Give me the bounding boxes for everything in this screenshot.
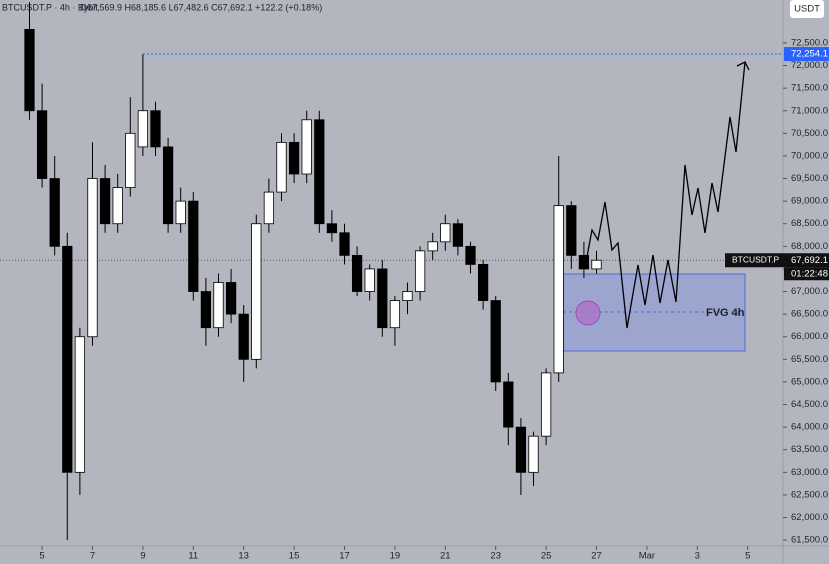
- candle-body: [490, 300, 501, 383]
- candle-body: [427, 241, 438, 252]
- candle-body: [452, 223, 464, 247]
- candle-body: [99, 178, 111, 225]
- y-tick-label: 69,500.0: [791, 173, 828, 184]
- candle-body: [364, 268, 375, 292]
- x-tick-label: 9: [140, 551, 145, 562]
- candle-body: [263, 191, 275, 225]
- candle-body: [540, 372, 552, 437]
- candle-body: [465, 245, 476, 265]
- y-tick-label: 63,500.0: [791, 444, 828, 455]
- candle-body: [125, 132, 136, 188]
- y-tick-label: 65,500.0: [791, 354, 828, 365]
- y-tick-label: 70,000.0: [791, 150, 828, 161]
- x-tick-label: 5: [745, 551, 750, 562]
- x-tick-label: 15: [289, 551, 300, 562]
- candle-body: [213, 282, 224, 329]
- candle-body: [591, 259, 602, 270]
- y-tick-label: 67,000.0: [791, 286, 828, 297]
- x-tick-label: 25: [541, 551, 552, 562]
- candle-body: [62, 245, 73, 473]
- y-tick-label: 69,000.0: [791, 196, 828, 207]
- x-tick-label: 7: [90, 551, 95, 562]
- y-tick-label: 70,500.0: [791, 128, 828, 139]
- x-tick-label: 23: [490, 551, 501, 562]
- y-tick-label: 72,500.0: [791, 37, 828, 48]
- y-tick-label: 72,000.0: [791, 60, 828, 71]
- candle-body: [74, 336, 86, 473]
- currency-box: [790, 0, 824, 18]
- candle-body: [414, 250, 426, 292]
- candle-body: [24, 28, 35, 112]
- candle-body: [200, 291, 212, 329]
- y-tick-label: 68,000.0: [791, 241, 828, 252]
- last-price-name: BTCUSDT.P: [732, 254, 780, 264]
- candle-body: [36, 110, 48, 179]
- y-tick-label: 71,000.0: [791, 105, 828, 116]
- candle-body: [175, 200, 186, 225]
- x-tick-label: 11: [188, 551, 198, 562]
- candle-body: [49, 178, 60, 247]
- candle-body: [188, 200, 199, 292]
- last-price-tag: [725, 253, 829, 268]
- x-tick-label: 27: [591, 551, 602, 562]
- highlight-circle: [575, 300, 601, 326]
- candle-body: [87, 178, 98, 338]
- x-tick-label: 5: [39, 551, 44, 562]
- candle-body: [389, 300, 401, 329]
- candle-body: [578, 254, 590, 270]
- candle-body: [112, 187, 123, 225]
- ohlc-header: O67,569.9 H68,185.6 L67,482.6 C67,692.1 …: [80, 2, 322, 12]
- candle-body: [402, 291, 413, 301]
- y-tick-label: 61,500.0: [791, 535, 828, 546]
- y-tick-label: 62,000.0: [791, 512, 828, 523]
- candle-body: [276, 141, 287, 193]
- candle-body: [150, 110, 161, 148]
- y-tick-label: 68,500.0: [791, 218, 828, 229]
- y-tick-label: 66,500.0: [791, 309, 828, 320]
- candle-body: [238, 313, 249, 360]
- candle-body: [440, 223, 451, 243]
- candle-body: [162, 146, 174, 225]
- candle-body: [326, 223, 338, 234]
- y-tick-label: 64,500.0: [791, 399, 828, 410]
- fvg-label: FVG 4h: [706, 307, 745, 319]
- projection-path: [585, 61, 746, 329]
- projection-arrow: [736, 61, 750, 71]
- candle-body: [515, 426, 527, 473]
- x-tick-label: 13: [238, 551, 249, 562]
- candle-body: [528, 435, 539, 473]
- candle-body: [288, 141, 300, 175]
- y-tick-label: 64,000.0: [791, 422, 828, 433]
- last-price-label: 67,692.1: [791, 255, 828, 266]
- candle-body: [477, 264, 489, 301]
- candle-body: [251, 223, 262, 360]
- y-tick-label: 62,500.0: [791, 489, 828, 500]
- x-tick-label: 21: [440, 551, 451, 562]
- candle-body: [225, 282, 237, 315]
- candle-body: [553, 205, 564, 374]
- countdown-tag: [784, 267, 829, 281]
- x-tick-label: 19: [390, 551, 401, 562]
- candle-body: [351, 254, 363, 292]
- candle-body: [314, 119, 325, 225]
- y-tick-label: 71,500.0: [791, 83, 828, 94]
- y-tick-label: 66,000.0: [791, 331, 828, 342]
- candle-body: [566, 205, 577, 256]
- candle-body: [339, 232, 350, 256]
- price-tag-label: 72,254.1: [791, 49, 828, 60]
- candle-body: [301, 119, 312, 175]
- y-tick-label: 65,000.0: [791, 376, 828, 387]
- symbol-header: BTCUSDT.P · 4h · Bybit: [2, 2, 98, 12]
- price-tag: [784, 47, 829, 62]
- y-tick-label: 63,000.0: [791, 467, 828, 478]
- countdown-label: 01:22:48: [791, 268, 828, 279]
- currency-label: USDT: [794, 4, 820, 15]
- x-tick-label: Mar: [639, 551, 655, 562]
- x-tick-label: 3: [695, 551, 700, 562]
- x-tick-label: 17: [339, 551, 350, 562]
- candle-body: [377, 268, 388, 329]
- candle-body: [503, 381, 514, 428]
- candle-body: [137, 110, 149, 148]
